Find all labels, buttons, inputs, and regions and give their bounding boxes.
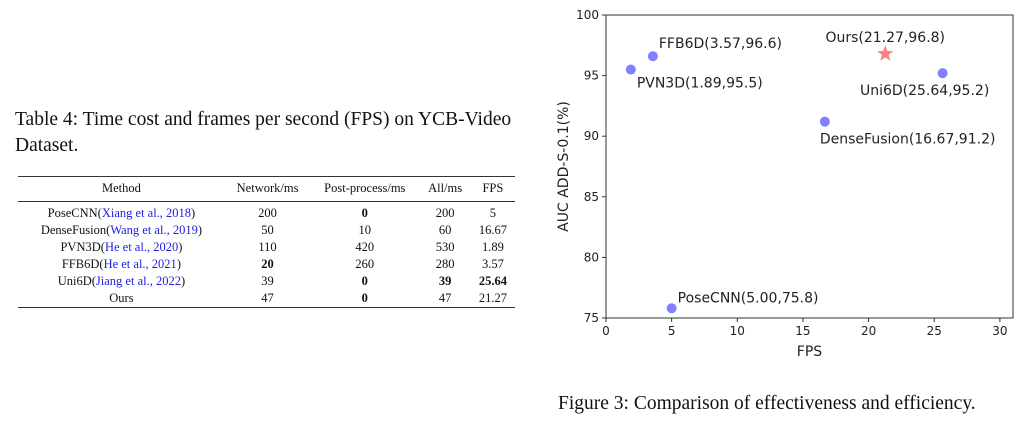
- star-point-ours: [877, 45, 894, 61]
- value-cell: 0: [361, 274, 368, 288]
- citation-link[interactable]: He et al., 2021: [103, 257, 177, 271]
- x-tick-label: 25: [927, 324, 942, 338]
- value-cell: 260: [355, 257, 375, 271]
- method-name: PoseCNN: [47, 206, 98, 220]
- point-ffb6d: [647, 51, 658, 62]
- method-name: FFB6D: [61, 257, 100, 271]
- point-label: PoseCNN(5.00,75.8): [678, 290, 819, 306]
- method-cell: Ours: [18, 290, 225, 308]
- point-densefusion: [819, 116, 830, 127]
- value-cell: 420: [355, 240, 375, 254]
- point-pvn3d: [625, 64, 636, 75]
- value-cell: 39: [261, 274, 274, 288]
- method-cell: PVN3D(He et al., 2020): [60, 240, 183, 254]
- plot-frame: [605, 14, 1014, 319]
- y-tick-label: 80: [584, 250, 599, 264]
- column-header: All/ms: [428, 181, 463, 195]
- y-tick-label: 75: [584, 311, 599, 325]
- column-header: Method: [101, 181, 141, 195]
- citation-link[interactable]: Wang et al., 2019: [110, 223, 198, 237]
- y-tick-label: 85: [584, 190, 599, 204]
- x-tick-label: 20: [861, 324, 876, 338]
- value-cell: 1.89: [481, 240, 504, 254]
- point-label: Ours(21.27,96.8): [825, 30, 945, 46]
- figure-caption: Figure 3: Comparison of effectiveness an…: [558, 393, 976, 414]
- method-name: Ours: [109, 291, 134, 305]
- value-cell: 5: [489, 206, 497, 220]
- fps-table: Method Network/ms Post-process/ms All/ms FPS…: [18, 176, 515, 308]
- scatter-chart: 0 5 10 15 20 25 30 75 80 85 90 95 100 FPS AUC ADD-S-0.…: [556, 8, 1014, 360]
- point-label: Uni6D(25.64,95.2): [860, 83, 989, 99]
- x-tick-label: 30: [992, 324, 1007, 338]
- table-row: Uni6D(Jiang et al., 2022) 39 0 39 25.64: [18, 273, 515, 290]
- point-uni6d: [937, 68, 948, 79]
- y-axis-label: AUC ADD-S-0.1(%): [556, 101, 572, 232]
- value-cell: 3.57: [481, 257, 504, 271]
- x-tick-label: 15: [795, 324, 810, 338]
- column-header: FPS: [482, 181, 504, 195]
- value-cell: 39: [438, 274, 452, 288]
- value-cell: 10: [358, 223, 372, 237]
- method-cell: DenseFusion(Wang et al., 2019): [40, 223, 202, 237]
- column-header: Post-process/ms: [324, 181, 406, 195]
- table-caption: Table 4: Time cost and frames per second…: [15, 109, 512, 156]
- value-cell: 0: [361, 206, 368, 220]
- value-cell: 47: [438, 291, 452, 305]
- table-row: DenseFusion(Wang et al., 2019) 50 10 60 16.6…: [18, 222, 515, 239]
- value-cell: 25.64: [478, 274, 507, 288]
- point-label: FFB6D(3.57,96.6): [659, 36, 782, 52]
- point-label: PVN3D(1.89,95.5): [637, 76, 763, 92]
- point-posecnn: [666, 303, 677, 314]
- citation-link[interactable]: Xiang et al., 2018: [101, 206, 192, 220]
- value-cell: 530: [435, 240, 455, 254]
- table-row: PVN3D(He et al., 2020) 110 420 530 1.89: [18, 239, 515, 256]
- citation-link[interactable]: Jiang et al., 2022: [95, 274, 181, 288]
- value-cell: 280: [435, 257, 455, 271]
- value-cell: 47: [261, 291, 274, 305]
- x-tick-label: 0: [602, 324, 610, 338]
- value-cell: 20: [261, 257, 274, 271]
- method-cell: FFB6D(He et al., 2021): [61, 257, 181, 271]
- point-label: DenseFusion(16.67,91.2): [820, 132, 996, 148]
- value-cell: 110: [258, 240, 277, 254]
- method-name: PVN3D: [60, 240, 101, 254]
- y-tick-label: 95: [584, 69, 599, 83]
- x-axis-label: FPS: [797, 344, 822, 360]
- column-header: Network/ms: [236, 181, 299, 195]
- table-header-row: Method Network/ms Post-process/ms All/ms FPS: [18, 176, 515, 202]
- method-cell: PoseCNN(Xiang et al., 2018): [47, 206, 196, 220]
- value-cell: 21.27: [478, 291, 507, 305]
- citation-link[interactable]: He et al., 2020: [104, 240, 179, 254]
- x-tick-label: 10: [730, 324, 745, 338]
- method-cell: Uni6D(Jiang et al., 2022): [57, 274, 186, 288]
- value-cell: 200: [435, 206, 455, 220]
- table-row: PoseCNN(Xiang et al., 2018) 200 0 200 5: [18, 202, 515, 223]
- y-tick-label: 90: [584, 129, 599, 143]
- table-row: FFB6D(He et al., 2021) 20 260 280 3.57: [18, 256, 515, 273]
- value-cell: 50: [261, 223, 274, 237]
- value-cell: 60: [438, 223, 452, 237]
- value-cell: 0: [361, 291, 368, 305]
- x-tick-label: 5: [668, 324, 676, 338]
- method-name: DenseFusion: [40, 223, 107, 237]
- value-cell: 16.67: [478, 223, 507, 237]
- y-tick-label: 100: [576, 8, 599, 22]
- method-name: Uni6D: [57, 274, 92, 288]
- value-cell: 200: [258, 206, 277, 220]
- table-row: Ours 47 0 47 21.27: [18, 290, 515, 308]
